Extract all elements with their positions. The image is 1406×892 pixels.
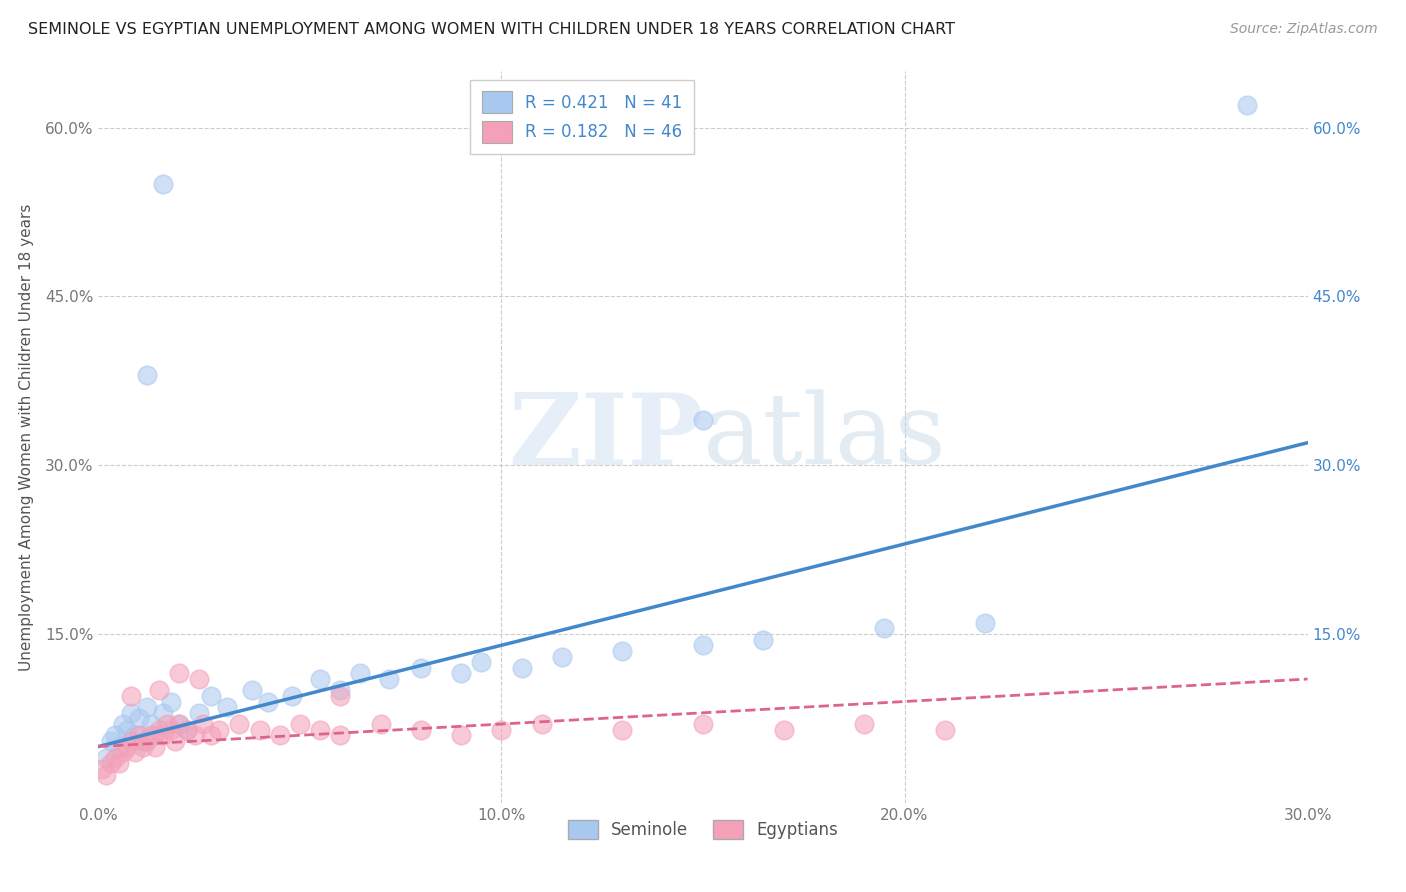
Point: [409, 723, 432, 737]
Point: [135, 734, 157, 748]
Point: [450, 666, 472, 681]
Point: [167, 666, 190, 681]
Point: [370, 717, 392, 731]
Point: [450, 728, 472, 742]
Point: [148, 683, 170, 698]
Point: [111, 745, 134, 759]
Point: [167, 717, 190, 731]
Point: [752, 632, 775, 647]
Point: [612, 644, 634, 658]
Point: [873, 621, 896, 635]
Point: [152, 177, 174, 191]
Point: [135, 368, 157, 383]
Point: [470, 655, 492, 669]
Point: [124, 745, 146, 759]
Point: [135, 700, 157, 714]
Point: [377, 672, 399, 686]
Point: [510, 661, 533, 675]
Point: [96, 767, 118, 781]
Point: [152, 728, 174, 742]
Legend: Seminole, Egyptians: Seminole, Egyptians: [561, 814, 845, 846]
Point: [188, 706, 211, 720]
Point: [91, 762, 114, 776]
Point: [193, 717, 215, 731]
Point: [208, 723, 231, 737]
Point: [120, 689, 142, 703]
Point: [139, 717, 162, 731]
Point: [124, 728, 146, 742]
Point: [152, 706, 174, 720]
Point: [200, 728, 222, 742]
Point: [160, 694, 183, 708]
Point: [156, 717, 179, 731]
Point: [128, 711, 150, 725]
Point: [103, 751, 125, 765]
Point: [167, 717, 190, 731]
Point: [120, 734, 142, 748]
Point: [163, 734, 186, 748]
Point: [853, 717, 876, 731]
Point: [240, 683, 263, 698]
Point: [269, 728, 291, 742]
Point: [249, 723, 271, 737]
Point: [184, 728, 207, 742]
Point: [100, 734, 122, 748]
Point: [115, 739, 138, 754]
Point: [491, 723, 513, 737]
Point: [107, 739, 129, 754]
Point: [309, 723, 332, 737]
Point: [148, 723, 170, 737]
Point: [217, 700, 239, 714]
Point: [200, 689, 222, 703]
Point: [188, 672, 211, 686]
Text: atlas: atlas: [703, 389, 946, 485]
Point: [132, 739, 155, 754]
Point: [530, 717, 553, 731]
Point: [974, 615, 997, 630]
Text: SEMINOLE VS EGYPTIAN UNEMPLOYMENT AMONG WOMEN WITH CHILDREN UNDER 18 YEARS CORRE: SEMINOLE VS EGYPTIAN UNEMPLOYMENT AMONG …: [28, 22, 955, 37]
Point: [176, 723, 198, 737]
Point: [96, 751, 118, 765]
Point: [692, 413, 714, 427]
Point: [612, 723, 634, 737]
Point: [128, 728, 150, 742]
Point: [176, 723, 198, 737]
Point: [1236, 98, 1258, 112]
Point: [281, 689, 304, 703]
Point: [934, 723, 956, 737]
Point: [772, 723, 794, 737]
Point: [143, 739, 166, 754]
Point: [160, 723, 183, 737]
Point: [256, 694, 278, 708]
Point: [100, 756, 122, 771]
Point: [103, 728, 125, 742]
Point: [139, 728, 162, 742]
Point: [409, 661, 432, 675]
Y-axis label: Unemployment Among Women with Children Under 18 years: Unemployment Among Women with Children U…: [18, 203, 34, 671]
Point: [228, 717, 250, 731]
Point: [111, 717, 134, 731]
Text: Source: ZipAtlas.com: Source: ZipAtlas.com: [1230, 22, 1378, 37]
Point: [309, 672, 332, 686]
Point: [692, 638, 714, 652]
Point: [288, 717, 311, 731]
Point: [132, 734, 155, 748]
Point: [329, 683, 352, 698]
Text: ZIP: ZIP: [508, 389, 703, 485]
Point: [551, 649, 574, 664]
Point: [107, 756, 129, 771]
Point: [349, 666, 371, 681]
Point: [115, 723, 138, 737]
Point: [329, 689, 352, 703]
Point: [692, 717, 714, 731]
Point: [120, 706, 142, 720]
Point: [329, 728, 352, 742]
Point: [143, 728, 166, 742]
